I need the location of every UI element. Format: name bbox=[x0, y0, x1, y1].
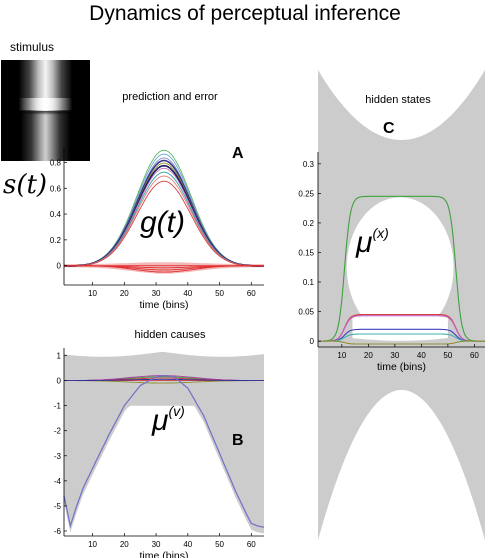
y-tick-label: 0.4 bbox=[50, 210, 62, 219]
state-line bbox=[318, 340, 485, 345]
state-line bbox=[318, 195, 485, 342]
x-tick-label: 40 bbox=[417, 351, 426, 360]
x-tick-label: 20 bbox=[364, 351, 373, 360]
y-tick-label: -1 bbox=[54, 402, 62, 411]
y-tick-label: -6 bbox=[54, 527, 62, 536]
x-tick-label: 30 bbox=[152, 540, 161, 549]
panel-letter: B bbox=[232, 432, 244, 449]
error-line bbox=[64, 265, 264, 273]
signal-symbol: s(t) bbox=[3, 170, 47, 200]
state-line bbox=[318, 333, 485, 342]
x-axis-label: time (bins) bbox=[139, 299, 188, 311]
certain-region bbox=[346, 197, 454, 338]
x-tick-label: 10 bbox=[337, 351, 346, 360]
x-tick-label: 50 bbox=[215, 289, 224, 298]
y-tick-label: 0.6 bbox=[50, 184, 62, 193]
y-tick-label: 0 bbox=[310, 337, 315, 346]
x-axis-label: time (bins) bbox=[139, 550, 188, 558]
confidence-band bbox=[64, 351, 264, 534]
panel-c-chart: 10 20 30 40 50 60 0 0.05 0.1 0.15 0.2 0.25 0.3 time (… bbox=[298, 70, 485, 540]
x-tick-label: 10 bbox=[88, 289, 97, 298]
figure-title: Dynamics of perceptual inference bbox=[89, 2, 401, 25]
state-line bbox=[318, 315, 485, 342]
y-tick-label: 0.25 bbox=[298, 189, 314, 198]
x-tick-label: 50 bbox=[215, 540, 224, 549]
x-tick-label: 60 bbox=[470, 351, 479, 360]
x-tick-label: 40 bbox=[183, 289, 192, 298]
x-tick-label: 60 bbox=[247, 540, 256, 549]
state-line bbox=[318, 328, 485, 342]
prediction-line bbox=[64, 180, 264, 267]
panel-letter: A bbox=[232, 145, 244, 162]
panel-title: hidden causes bbox=[135, 329, 206, 341]
y-tick-label: 0.2 bbox=[303, 219, 315, 228]
panel-title: hidden states bbox=[365, 94, 431, 106]
y-tick-label: 0.05 bbox=[298, 308, 314, 317]
stimulus-image bbox=[1, 60, 90, 161]
panel-letter: C bbox=[383, 120, 395, 137]
x-tick-label: 50 bbox=[443, 351, 452, 360]
signal-symbol-text: s(t) bbox=[3, 170, 48, 200]
cause-line bbox=[64, 378, 264, 382]
main-cause-line bbox=[63, 374, 265, 529]
y-tick-label: -3 bbox=[54, 452, 62, 461]
x-tick-label: 30 bbox=[152, 289, 161, 298]
y-tick-label: -2 bbox=[54, 427, 62, 436]
y-tick-label: 0 bbox=[57, 262, 62, 271]
x-tick-label: 30 bbox=[390, 351, 399, 360]
x-tick-label: 20 bbox=[120, 289, 129, 298]
x-tick-label: 40 bbox=[183, 540, 192, 549]
curve-annotation: g(t) bbox=[140, 206, 185, 239]
x-axis-label: time (bins) bbox=[377, 361, 426, 373]
panel-a-chart: 10 20 30 40 50 60 0 0.2 0.4 0.6 0.8 time (bins) pred… bbox=[50, 91, 265, 311]
x-tick-label: 20 bbox=[120, 540, 129, 549]
y-tick-label: 0.15 bbox=[298, 248, 314, 257]
y-tick-label: -5 bbox=[54, 502, 62, 511]
y-tick-label: 1 bbox=[57, 352, 62, 361]
curve-annotation: μ(v) bbox=[151, 403, 185, 437]
y-tick-label: 0.3 bbox=[303, 160, 315, 169]
y-tick-label: 0 bbox=[57, 377, 62, 386]
y-tick-label: 0.1 bbox=[303, 278, 315, 287]
x-tick-label: 60 bbox=[247, 289, 256, 298]
panel-title: prediction and error bbox=[122, 91, 218, 103]
stimulus-label: stimulus bbox=[10, 40, 55, 54]
y-tick-label: 0.8 bbox=[50, 158, 62, 167]
x-tick-label: 10 bbox=[88, 540, 97, 549]
y-tick-label: 0.2 bbox=[50, 236, 62, 245]
y-tick-label: -4 bbox=[54, 477, 62, 486]
